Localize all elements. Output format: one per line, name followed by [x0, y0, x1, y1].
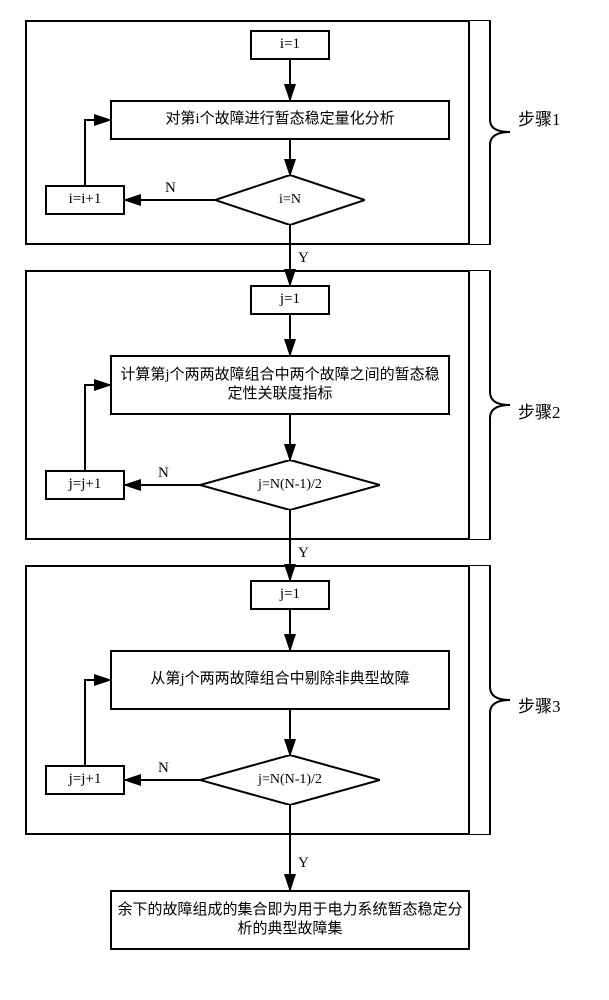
- step1-yes-label: Y: [298, 250, 309, 267]
- connectors: [0, 0, 609, 1000]
- flowchart-canvas: 步骤1 i=1 对第i个故障进行暂态稳定量化分析 i=N i=i+1 步骤2 j…: [0, 0, 609, 1000]
- step2-yes-label: Y: [298, 545, 309, 562]
- step3-no-label: N: [158, 760, 169, 777]
- step1-no-label: N: [165, 180, 176, 197]
- step3-yes-label: Y: [298, 855, 309, 872]
- step2-no-label: N: [158, 465, 169, 482]
